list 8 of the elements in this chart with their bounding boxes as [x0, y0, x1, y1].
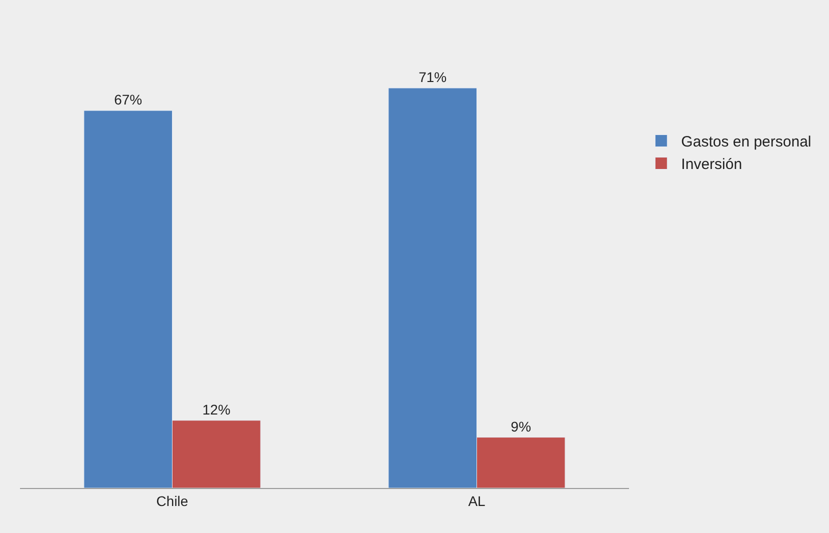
data-label: 9% — [510, 418, 532, 434]
x-tick-label: Chile — [156, 492, 188, 509]
x-tick-label: AL — [468, 492, 486, 509]
data-label: 71% — [418, 69, 447, 85]
data-label: 12% — [202, 401, 230, 418]
legend-label: Inversión — [681, 156, 742, 174]
legend-label: Gastos en personal — [681, 134, 812, 151]
data-label: 67% — [114, 92, 142, 108]
